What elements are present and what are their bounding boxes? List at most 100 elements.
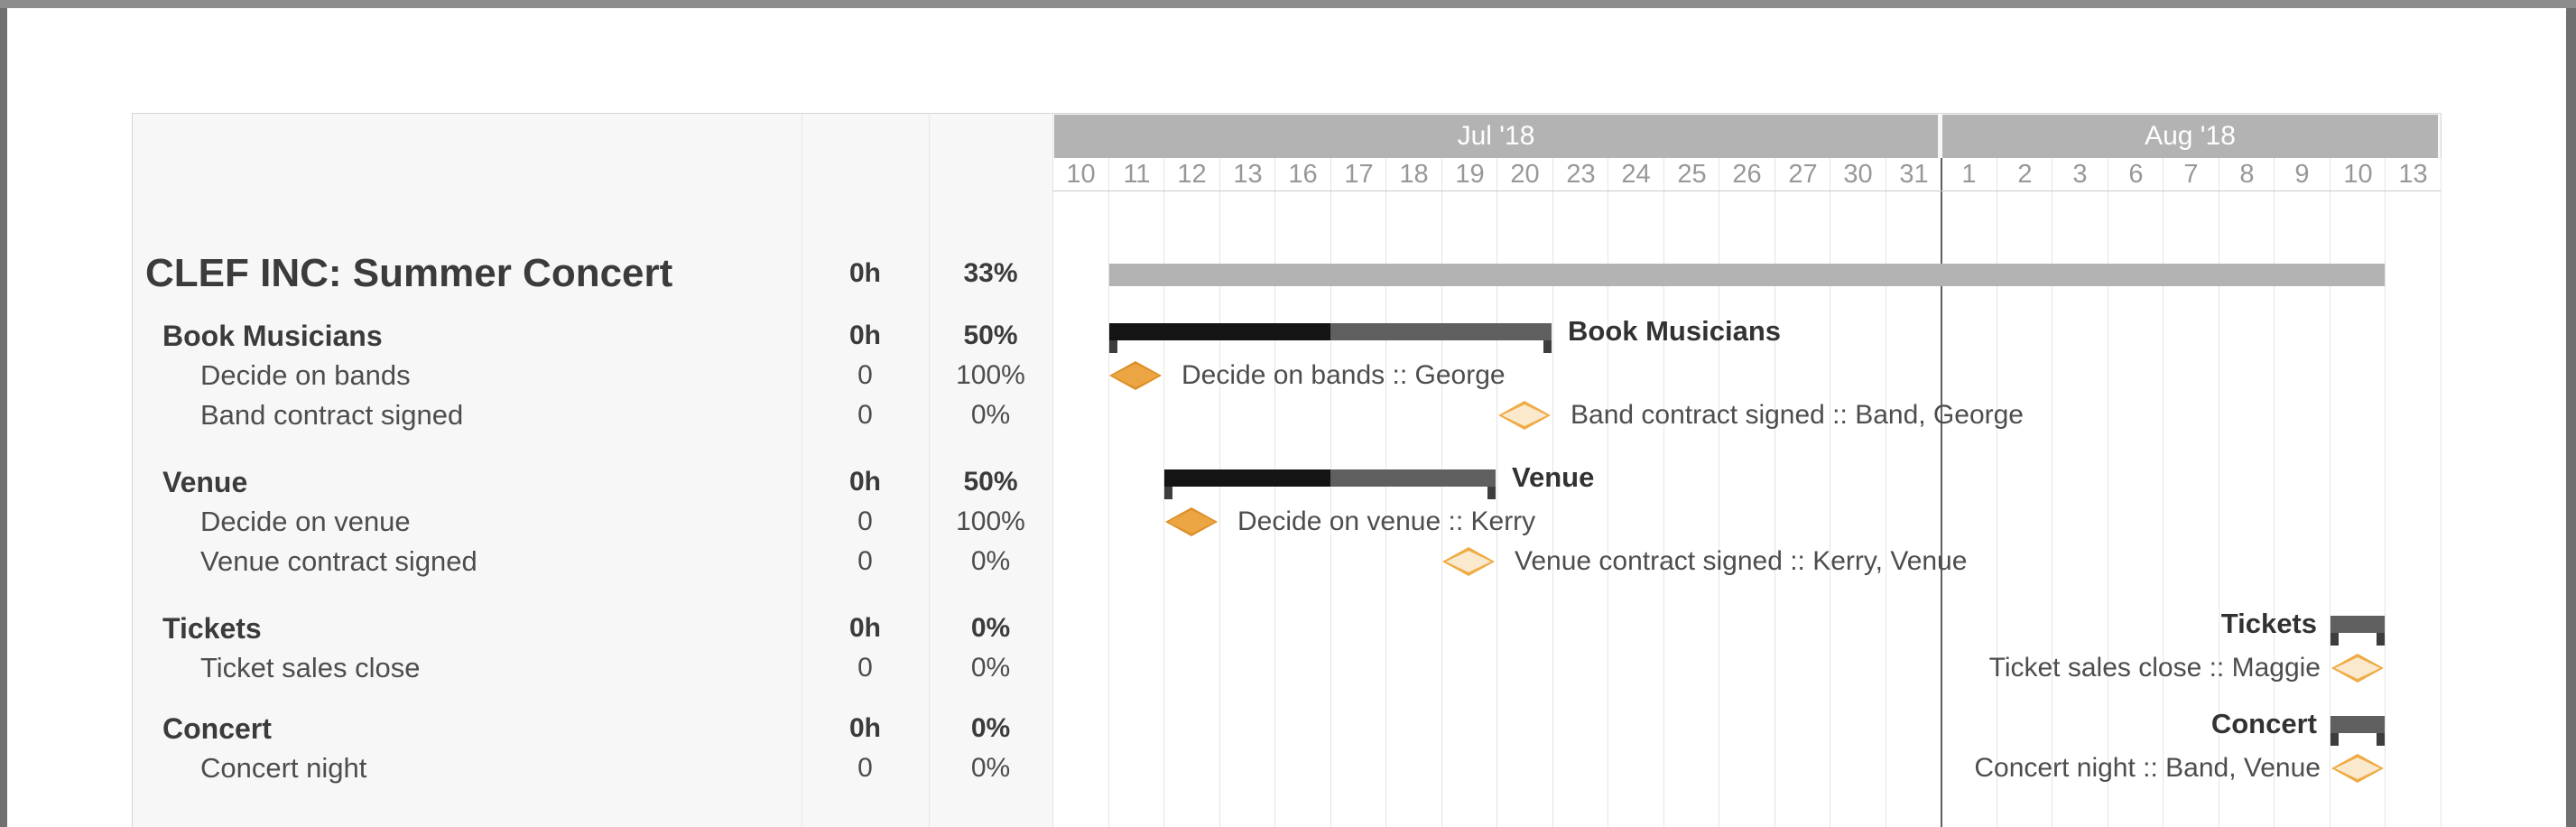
gantt-label-venue-contract-signed: Venue contract signed :: Kerry, Venue [1515,546,1968,576]
summary-bar-progress [1164,469,1330,487]
day-gridline [1496,158,1497,827]
month-header-aug: Aug '18 [1942,115,2438,158]
task-row-concert-night[interactable]: Concert night 0 0% [133,748,1052,788]
task-name: Decide on bands [200,359,411,391]
window-frame-top [0,0,2576,8]
day-header-cell: 13 [2398,160,2428,189]
task-percent: 0% [970,400,1011,430]
gantt-bar-tickets[interactable] [2330,616,2385,646]
gantt-bar-concert[interactable] [2330,716,2385,746]
day-header-cell: 10 [2343,160,2373,189]
day-header-cell: 13 [1233,160,1263,189]
day-gridline [1052,114,1053,827]
summary-bar-body [2330,616,2385,633]
day-header-cell: 26 [1732,160,1762,189]
day-gridline [2441,158,2442,827]
day-header-cell: 16 [1288,160,1318,189]
task-hours: 0 [857,753,873,783]
day-gridline [1385,158,1386,827]
day-header-underline [1052,190,2441,191]
task-hours: 0h [848,258,881,288]
task-hours: 0 [857,400,873,430]
day-header-cell: 6 [2128,160,2144,189]
day-header-cell: 11 [1123,160,1151,189]
day-gridline [1108,158,1109,827]
day-gridline [2385,158,2386,827]
day-gridline [1441,158,1442,827]
day-header-cell: 17 [1344,160,1374,189]
day-gridline [1163,158,1164,827]
day-header-cell: 3 [2072,160,2088,189]
day-header-cell: 19 [1455,160,1485,189]
gantt-label-ticket-sales-close: Ticket sales close :: Maggie [1988,653,2321,683]
task-hours: 0h [848,321,881,350]
task-name: Concert night [200,752,367,784]
month-boundary-line [1941,158,1942,827]
day-header-cell: 7 [2183,160,2199,189]
gantt-bar-book-musicians[interactable] [1109,323,1552,353]
task-row-tickets[interactable]: Tickets 0h 0% [133,609,1052,648]
task-percent: 33% [963,258,1018,288]
task-row-ticket-sales-close[interactable]: Ticket sales close 0 0% [133,648,1052,688]
day-header-cell: 10 [1066,160,1096,189]
window-frame-left [0,8,7,827]
day-gridline [1219,158,1220,827]
task-row-decide-on-bands[interactable]: Decide on bands 0 100% [133,356,1052,395]
gantt-label-concert: Concert [2210,708,2317,739]
task-name: Decide on venue [200,506,411,537]
gantt-label-venue: Venue [1512,461,1595,493]
task-hours: 0 [857,506,873,536]
task-name: Band contract signed [200,399,464,431]
day-header-cell: 8 [2239,160,2255,189]
day-header-cell: 30 [1843,160,1873,189]
task-row-venue[interactable]: Venue 0h 50% [133,462,1052,502]
task-percent: 0% [970,546,1011,576]
task-percent: 100% [956,506,1025,536]
day-gridline [2163,158,2164,827]
task-percent: 100% [956,360,1025,390]
task-row-book-musicians[interactable]: Book Musicians 0h 50% [133,316,1052,356]
task-hours: 0h [848,467,881,497]
task-row-clef-inc-summer-concert[interactable]: CLEF INC: Summer Concert 0h 33% [133,248,1052,299]
gantt-label-band-contract-signed: Band contract signed :: Band, George [1571,400,2024,430]
task-hours: 0 [857,653,873,683]
task-name: CLEF INC: Summer Concert [145,251,673,295]
task-row-concert[interactable]: Concert 0h 0% [133,709,1052,748]
summary-bar-body [2330,716,2385,733]
task-name: Venue [162,466,248,498]
gantt-bar-venue[interactable] [1164,469,1496,499]
day-header-cell: 9 [2294,160,2310,189]
task-percent: 0% [970,613,1011,643]
gantt-label-concert-night: Concert night :: Band, Venue [1974,753,2321,783]
window-frame-right [2566,8,2576,827]
day-gridline [1663,158,1664,827]
task-percent: 0% [970,713,1011,743]
day-header-cell: 18 [1399,160,1429,189]
task-name: Concert [162,712,272,745]
gantt-bar-clef-inc-summer-concert[interactable] [1109,264,2385,286]
task-name: Venue contract signed [200,545,477,577]
day-header-cell: 1 [1961,160,1977,189]
day-gridline [2274,158,2275,827]
task-percent: 50% [963,467,1018,497]
day-header-cell: 20 [1510,160,1540,189]
day-gridline [1552,158,1553,827]
task-hours: 0 [857,360,873,390]
task-percent: 0% [970,753,1011,783]
day-header-cell: 23 [1566,160,1596,189]
task-hours: 0h [848,713,881,743]
day-header-cell: 27 [1788,160,1818,189]
day-gridline [1330,158,1331,827]
task-row-decide-on-venue[interactable]: Decide on venue 0 100% [133,502,1052,542]
task-name: Ticket sales close [200,652,421,683]
gantt-label-book-musicians: Book Musicians [1568,315,1781,347]
task-hours: 0 [857,546,873,576]
day-header-cell: 12 [1177,160,1207,189]
month-header-jul: Jul '18 [1054,115,1938,158]
day-gridline [1774,158,1775,827]
task-row-venue-contract-signed[interactable]: Venue contract signed 0 0% [133,542,1052,581]
task-row-band-contract-signed[interactable]: Band contract signed 0 0% [133,395,1052,435]
day-header-cell: 24 [1621,160,1651,189]
gantt-label-tickets: Tickets [2220,608,2317,639]
